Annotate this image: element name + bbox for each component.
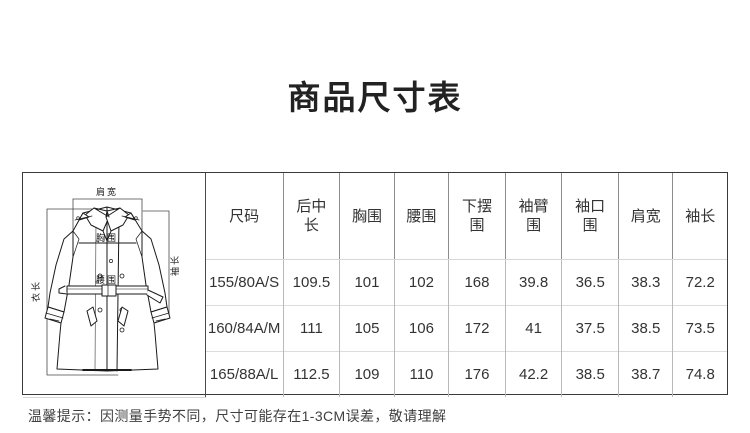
cell-cuff: 38.5 xyxy=(561,351,619,397)
header-label: 袖长 xyxy=(685,207,716,225)
cell-sleeve-biceps: 41 xyxy=(504,305,562,352)
header-cell-sleeve-length: 袖长 xyxy=(672,173,727,260)
cell-back-center-length: 109.5 xyxy=(282,259,340,306)
svg-text:腰围: 腰围 xyxy=(96,275,118,286)
header-cell-cuff: 袖口围 xyxy=(561,173,619,260)
table-row: 155/80A/S 109.5 101 102 168 39.8 36.5 38… xyxy=(23,259,727,306)
header-cell-hem: 下摆围 xyxy=(448,173,506,260)
cell-hem: 176 xyxy=(448,351,506,397)
header-cell-shoulder: 肩宽 xyxy=(617,173,673,260)
header-cell-chest: 胸围 xyxy=(339,173,395,260)
svg-text:衣长: 衣长 xyxy=(30,280,42,302)
svg-text:胸围: 胸围 xyxy=(96,232,118,244)
size-table-container: 肩宽 胸围 腰围 衣长 袖长 尺码 xyxy=(22,172,728,398)
cell-sleeve-biceps: 39.8 xyxy=(504,259,562,306)
cell-sleeve-biceps: 42.2 xyxy=(504,351,562,397)
cell-waist: 106 xyxy=(393,305,449,352)
page-title: 商品尺寸表 xyxy=(287,79,463,116)
cell-back-center-length: 112.5 xyxy=(282,351,340,397)
cell-hem: 168 xyxy=(448,259,506,306)
cell-size: 155/80A/S xyxy=(209,274,280,291)
header-label: 袖臂围 xyxy=(518,198,549,234)
cell-chest: 105 xyxy=(339,305,395,352)
cell-sleeve-length: 72.2 xyxy=(672,259,727,306)
svg-text:肩宽: 肩宽 xyxy=(96,186,118,198)
cell-hem: 172 xyxy=(448,305,506,352)
cell-waist: 110 xyxy=(393,351,449,397)
table-header-row: 肩宽 胸围 腰围 衣长 袖长 尺码 xyxy=(23,173,727,398)
header-cell-size: 尺码 xyxy=(205,173,284,260)
header-cell-back-center-length: 后中长 xyxy=(282,173,340,260)
cell-sleeve-length: 73.5 xyxy=(672,305,727,352)
header-label: 胸围 xyxy=(351,207,382,225)
cell-back-center-length: 111 xyxy=(282,305,340,352)
cell-chest: 101 xyxy=(339,259,395,306)
header-label: 肩宽 xyxy=(630,207,661,225)
garment-diagram: 肩宽 胸围 腰围 衣长 袖长 xyxy=(23,173,192,394)
table-row: 165/88A/L 112.5 109 110 176 42.2 38.5 38… xyxy=(23,351,727,397)
header-label: 下摆围 xyxy=(461,198,492,234)
header-cell-sleeve-biceps: 袖臂围 xyxy=(504,173,562,260)
cell-cuff: 37.5 xyxy=(561,305,619,352)
cell-shoulder: 38.7 xyxy=(617,351,673,397)
garment-diagram-cell: 肩宽 胸围 腰围 衣长 袖长 xyxy=(23,173,206,398)
cell-size: 160/84A/M xyxy=(205,305,284,352)
cell-sleeve-length: 74.8 xyxy=(672,351,727,397)
table-row: 160/84A/M 111 105 106 172 41 37.5 38.5 7… xyxy=(23,305,727,352)
cell-cuff: 36.5 xyxy=(561,259,619,306)
svg-text:袖长: 袖长 xyxy=(169,254,181,276)
size-table: 肩宽 胸围 腰围 衣长 袖长 尺码 xyxy=(23,173,727,398)
header-cell-waist: 腰围 xyxy=(393,173,449,260)
cell-shoulder: 38.3 xyxy=(617,259,673,306)
header-label: 袖口围 xyxy=(575,198,606,234)
cell-waist: 102 xyxy=(393,259,449,306)
header-label: 腰围 xyxy=(406,207,437,225)
header-label: 尺码 xyxy=(229,207,260,225)
header-label: 后中长 xyxy=(296,198,327,234)
measurement-disclaimer: 温馨提示：因测量手势不同，尺寸可能存在1-3CM误差，敬请理解 xyxy=(28,408,447,424)
cell-size: 165/88A/L xyxy=(205,351,284,397)
cell-shoulder: 38.5 xyxy=(617,305,673,352)
cell-chest: 109 xyxy=(339,351,395,397)
